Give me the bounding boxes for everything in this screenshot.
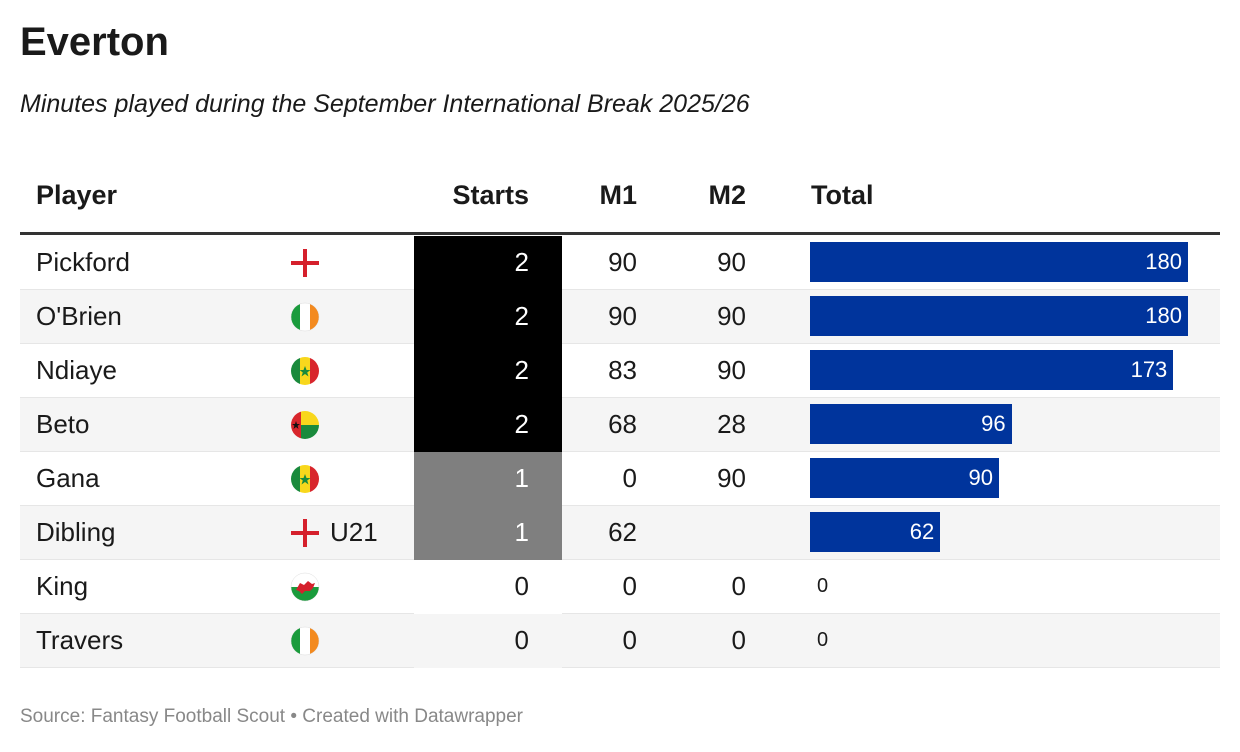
starts-value: 2 [514, 355, 529, 385]
player-name: Ndiaye [36, 355, 117, 385]
column-header: Player [36, 180, 118, 210]
starts-cell: 2 [414, 344, 562, 398]
player-name: Dibling [36, 517, 116, 547]
flag-icon [290, 248, 320, 283]
header-rule [20, 232, 1220, 235]
source-note: Source: Fantasy Football Scout • Created… [20, 706, 524, 727]
m2-value: 28 [717, 409, 746, 439]
m2-value: 90 [717, 301, 746, 331]
table-row: Beto 2 68 28 96 [20, 398, 1220, 452]
column-header: M1 [599, 180, 637, 210]
m2-value: 0 [731, 625, 746, 655]
flag-icon [290, 356, 320, 391]
column-header: Starts [452, 180, 529, 210]
m1-value: 83 [608, 355, 637, 385]
column-header: M2 [708, 180, 746, 210]
flag-icon [290, 518, 320, 553]
flag-icon [290, 572, 320, 607]
table-row: King 0 0 0 0 [20, 560, 1220, 614]
m1-value: 0 [622, 463, 637, 493]
starts-value: 0 [514, 625, 529, 655]
total-label: 90 [968, 465, 993, 490]
table-row: Gana 1 0 90 90 [20, 452, 1220, 506]
player-name: O'Brien [36, 301, 122, 331]
flag-icon [290, 410, 320, 445]
player-note: U21 [330, 517, 378, 547]
table-row: Travers 0 0 0 0 [20, 614, 1220, 668]
table-row: Dibling U21 1 62 62 [20, 506, 1220, 560]
total-label: 173 [1130, 357, 1168, 382]
total-label: 96 [981, 411, 1006, 436]
total-label: 180 [1145, 249, 1182, 274]
total-label: 0 [817, 575, 829, 597]
player-name: Travers [36, 625, 124, 655]
player-name: Beto [36, 409, 90, 439]
starts-value: 2 [514, 409, 529, 439]
starts-value: 1 [514, 517, 529, 547]
player-name: King [36, 571, 89, 601]
starts-cell: 1 [414, 452, 562, 506]
starts-cell: 2 [414, 398, 562, 452]
table-row: Ndiaye 2 83 90 173 [20, 344, 1220, 398]
starts-cell: 0 [414, 614, 562, 668]
total-bar: 90 [810, 458, 999, 498]
player-name: Gana [36, 463, 100, 493]
starts-value: 2 [514, 247, 529, 277]
flag-icon [290, 464, 320, 499]
m2-value: 90 [717, 247, 746, 277]
m2-value: 0 [731, 571, 746, 601]
m1-value: 0 [622, 625, 637, 655]
total-bar: 96 [810, 404, 1012, 444]
m2-value: 90 [717, 355, 746, 385]
total-label: 0 [817, 629, 829, 651]
m2-value: 90 [717, 463, 746, 493]
player-name: Pickford [36, 247, 130, 277]
starts-cell: 2 [414, 236, 562, 290]
column-header: Total [811, 180, 874, 210]
m1-value: 68 [608, 409, 637, 439]
starts-value: 0 [514, 571, 529, 601]
total-bar: 180 [810, 296, 1188, 336]
starts-value: 1 [514, 463, 529, 493]
flag-icon [290, 626, 320, 661]
total-label: 180 [1145, 303, 1182, 328]
starts-cell: 0 [414, 560, 562, 614]
starts-cell: 2 [414, 290, 562, 344]
starts-cell: 1 [414, 506, 562, 560]
subtitle: Minutes played during the September Inte… [20, 90, 750, 118]
m1-value: 0 [622, 571, 637, 601]
table-row: Pickford 2 90 90 180 [20, 236, 1220, 290]
flag-icon [290, 302, 320, 337]
title: Everton [20, 20, 169, 64]
total-bar: 180 [810, 242, 1188, 282]
table-row: O'Brien 2 90 90 180 [20, 290, 1220, 344]
m1-value: 62 [608, 517, 637, 547]
starts-value: 2 [514, 301, 529, 331]
total-bar: 173 [810, 350, 1174, 390]
total-bar: 62 [810, 512, 941, 552]
m1-value: 90 [608, 301, 637, 331]
total-label: 62 [909, 519, 935, 544]
m1-value: 90 [608, 247, 637, 277]
